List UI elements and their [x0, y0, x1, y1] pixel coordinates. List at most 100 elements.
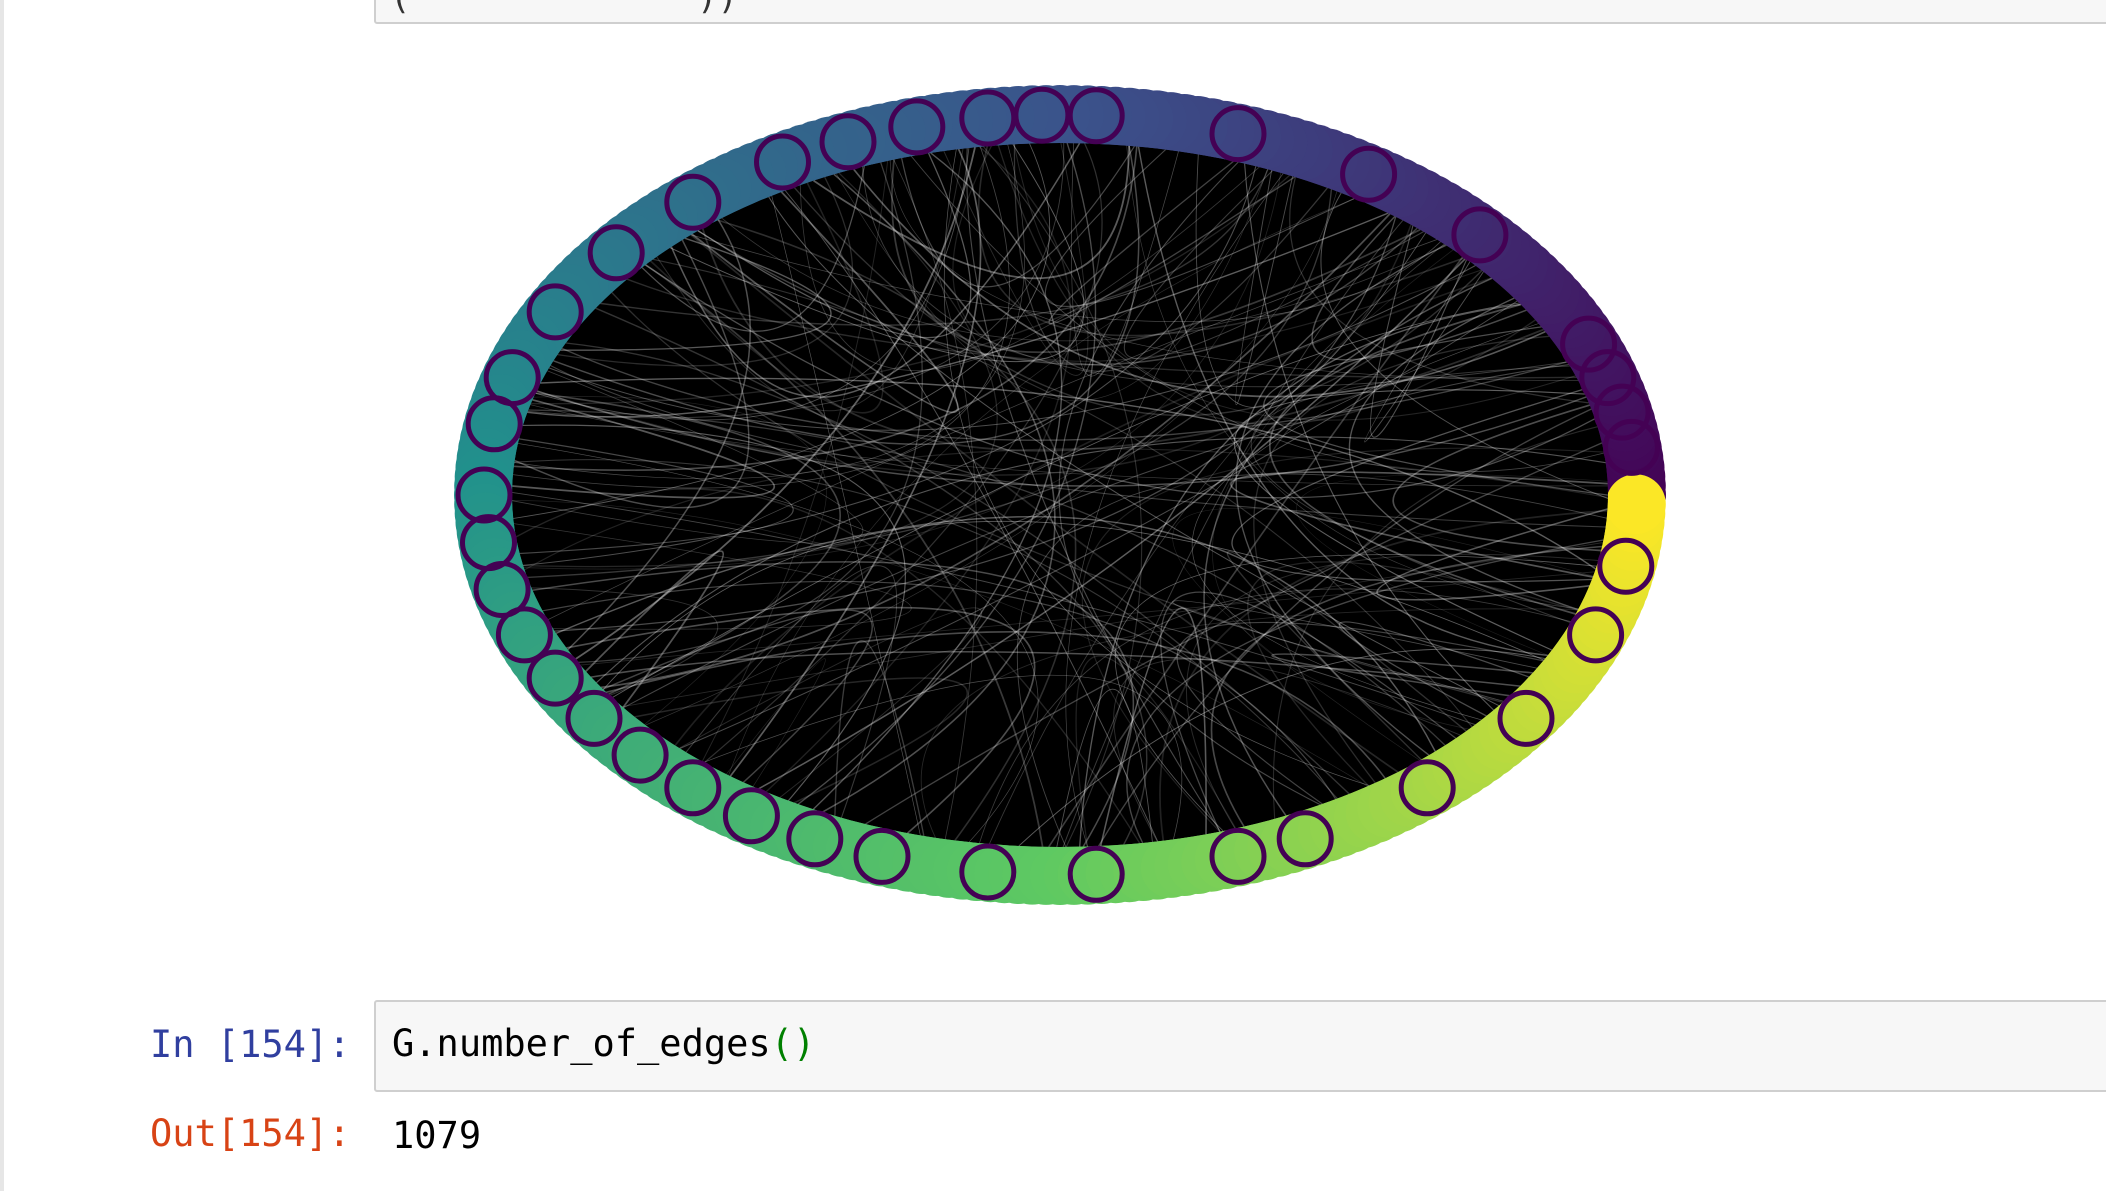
- graph-edge: [536, 390, 1587, 487]
- graph-edge: [514, 459, 1338, 799]
- graph-edge: [574, 147, 976, 660]
- graph-edge: [900, 145, 1135, 288]
- graph-node-outline: [786, 810, 844, 868]
- graph-node-outline: [1593, 383, 1651, 441]
- graph-edge: [641, 166, 865, 332]
- graph-edge: [669, 144, 1085, 362]
- graph-edge: [1124, 170, 1424, 360]
- code-text: G.number_of_edges(): [392, 1022, 815, 1065]
- graph-node-outline: [1398, 759, 1456, 817]
- graph-edge: [512, 398, 776, 499]
- graph-edge: [1271, 653, 1533, 697]
- graph-edge: [512, 370, 864, 544]
- graph-edge: [982, 146, 1143, 847]
- graph-edge: [596, 436, 1606, 684]
- graph-edge: [523, 172, 998, 568]
- graph-node-outline: [1276, 810, 1334, 868]
- graph-edge: [1348, 297, 1579, 611]
- graph-edge: [652, 258, 1473, 728]
- graph-edge: [524, 448, 1608, 571]
- graph-edge: [952, 145, 1482, 362]
- graph-edge: [600, 213, 1391, 689]
- graph-edge: [1013, 144, 1328, 372]
- graph-edge: [1231, 388, 1593, 583]
- graph-edge: [656, 148, 964, 412]
- graph-node-outline: [587, 224, 645, 282]
- graph-edge: [768, 196, 1500, 707]
- graph-edge: [703, 143, 1103, 764]
- graph-edge: [1230, 471, 1608, 578]
- graph-edge: [836, 169, 1268, 401]
- graph-edge: [518, 438, 794, 555]
- graph-node-outline: [1209, 105, 1267, 163]
- previous-code-cell-input[interactable]: ( )): [374, 0, 2106, 24]
- graph-edge: [1191, 323, 1539, 721]
- node-markers: [455, 86, 1660, 903]
- graph-edge: [1311, 215, 1527, 361]
- graph-edge: [893, 159, 978, 840]
- graph-edge: [1056, 688, 1153, 847]
- graph-edge: [812, 152, 1063, 810]
- graph-edge: [580, 571, 1595, 666]
- graph-node-outline: [1340, 145, 1398, 203]
- graph-edge: [513, 143, 1051, 519]
- graph-node-outline: [664, 759, 722, 817]
- code-function-call: G.number_of_edges: [392, 1022, 771, 1065]
- graph-edge: [1137, 146, 1548, 657]
- graph-edge: [527, 212, 1389, 418]
- graph-edge: [797, 143, 1097, 805]
- graph-edge: [1062, 220, 1404, 847]
- input-prompt: In [154]:: [150, 1023, 351, 1066]
- graph-edge: [1018, 648, 1546, 847]
- graph-edge: [691, 191, 959, 414]
- graph-node-outline: [1579, 349, 1637, 407]
- graph-edge: [988, 243, 1445, 845]
- graph-node-outline: [819, 113, 877, 171]
- graph-edge: [1320, 192, 1608, 499]
- graph-edge: [821, 173, 1056, 813]
- graph-edge: [1045, 149, 1355, 307]
- graph-edge: [891, 159, 1421, 354]
- graph-edge: [1364, 261, 1484, 443]
- graph-edge: [531, 587, 718, 696]
- graph-edge: [514, 239, 750, 509]
- graph-edge: [1376, 508, 1608, 601]
- graph-edge: [514, 144, 1025, 480]
- graph-edge: [679, 607, 983, 798]
- graph-edge: [561, 347, 1568, 441]
- graph-edge: [944, 149, 1370, 786]
- graph-edge: [567, 219, 751, 651]
- graph-edge: [513, 146, 1138, 471]
- graph-edge: [540, 377, 1597, 570]
- code-cell-input[interactable]: G.number_of_edges(): [374, 1000, 2106, 1092]
- graph-edge: [726, 658, 826, 787]
- graph-edge: [1016, 473, 1607, 847]
- graph-edge: [527, 143, 1065, 419]
- graph-edge: [703, 674, 1183, 840]
- graph-edge: [515, 488, 1141, 844]
- graph-edge: [728, 198, 1356, 776]
- graph-edge: [1048, 256, 1464, 847]
- graph-edge: [943, 143, 1089, 376]
- graph-node-outline: [526, 649, 584, 707]
- cell-output-value: 1079: [392, 1114, 482, 1157]
- graph-node-outline: [1567, 606, 1625, 664]
- graph-edge: [1013, 144, 1576, 421]
- graph-edge: [997, 145, 1536, 426]
- graph-edge: [834, 640, 925, 837]
- graph-edge: [590, 650, 1521, 687]
- edge-bundle: [512, 143, 1608, 847]
- graph-edge: [721, 217, 1447, 342]
- graph-edge: [517, 443, 1039, 843]
- graph-edge: [1392, 404, 1602, 552]
- graph-node-outline: [526, 283, 584, 341]
- graph-edge: [533, 396, 827, 725]
- graph-edge: [685, 565, 898, 818]
- graph-edge: [554, 216, 1397, 632]
- graph-edge: [555, 516, 1436, 752]
- graph-edge: [717, 219, 1077, 841]
- graph-edge: [512, 499, 1368, 787]
- graph-node-outline: [1497, 689, 1555, 747]
- graph-node-outline: [495, 606, 553, 664]
- graph-edge: [889, 160, 1579, 381]
